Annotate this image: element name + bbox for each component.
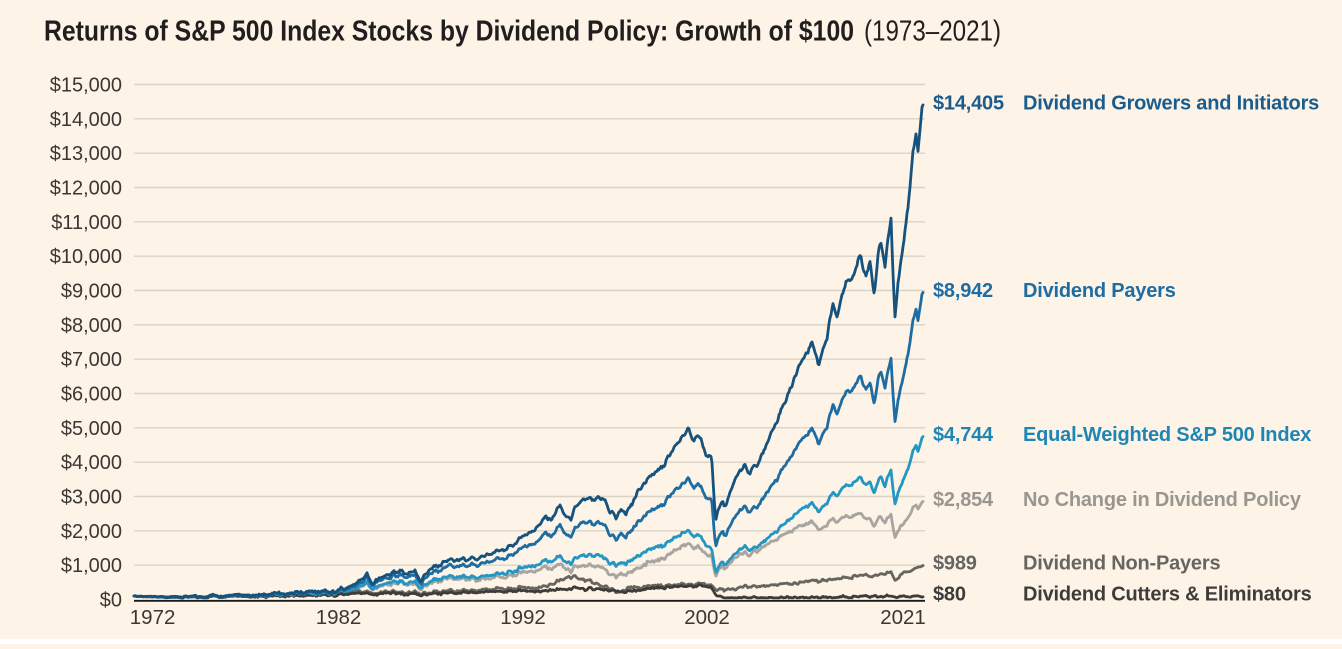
- svg-text:No Change in Dividend Policy: No Change in Dividend Policy: [1023, 489, 1302, 511]
- svg-text:$8,942: $8,942: [933, 280, 993, 302]
- svg-text:$4,744: $4,744: [933, 424, 994, 446]
- svg-text:$12,000: $12,000: [50, 178, 122, 200]
- svg-text:(1973–2021): (1973–2021): [864, 16, 1001, 48]
- svg-text:$8,000: $8,000: [61, 315, 122, 337]
- svg-text:$2,854: $2,854: [933, 489, 994, 511]
- svg-text:$80: $80: [933, 584, 966, 606]
- svg-text:Dividend Cutters & Eliminators: Dividend Cutters & Eliminators: [1023, 584, 1312, 606]
- svg-text:$0: $0: [100, 590, 122, 612]
- svg-text:$14,405: $14,405: [933, 93, 1004, 115]
- svg-text:$9,000: $9,000: [61, 281, 122, 303]
- svg-text:$6,000: $6,000: [61, 384, 122, 406]
- svg-text:$989: $989: [933, 553, 977, 575]
- svg-text:$4,000: $4,000: [61, 452, 122, 474]
- svg-text:Returns of S&P 500 Index Stock: Returns of S&P 500 Index Stocks by Divid…: [44, 16, 854, 48]
- svg-text:1992: 1992: [500, 606, 546, 629]
- svg-text:$10,000: $10,000: [50, 246, 122, 268]
- svg-text:$5,000: $5,000: [61, 418, 122, 440]
- svg-text:Dividend Growers and Initiator: Dividend Growers and Initiators: [1023, 93, 1319, 115]
- svg-text:1982: 1982: [316, 606, 362, 629]
- svg-text:$13,000: $13,000: [50, 143, 122, 165]
- svg-text:Dividend Non-Payers: Dividend Non-Payers: [1023, 553, 1220, 575]
- svg-text:$15,000: $15,000: [50, 75, 122, 97]
- svg-text:$14,000: $14,000: [50, 109, 122, 131]
- svg-text:$2,000: $2,000: [61, 521, 122, 543]
- svg-text:Dividend Payers: Dividend Payers: [1023, 280, 1176, 302]
- svg-text:1972: 1972: [130, 606, 176, 629]
- svg-text:$11,000: $11,000: [51, 212, 122, 234]
- svg-text:2021: 2021: [880, 606, 926, 629]
- svg-text:2002: 2002: [684, 606, 730, 629]
- svg-text:$3,000: $3,000: [61, 487, 122, 509]
- svg-text:$7,000: $7,000: [61, 349, 122, 371]
- svg-text:Equal-Weighted S&P 500 Index: Equal-Weighted S&P 500 Index: [1023, 424, 1311, 446]
- svg-text:$1,000: $1,000: [61, 555, 122, 577]
